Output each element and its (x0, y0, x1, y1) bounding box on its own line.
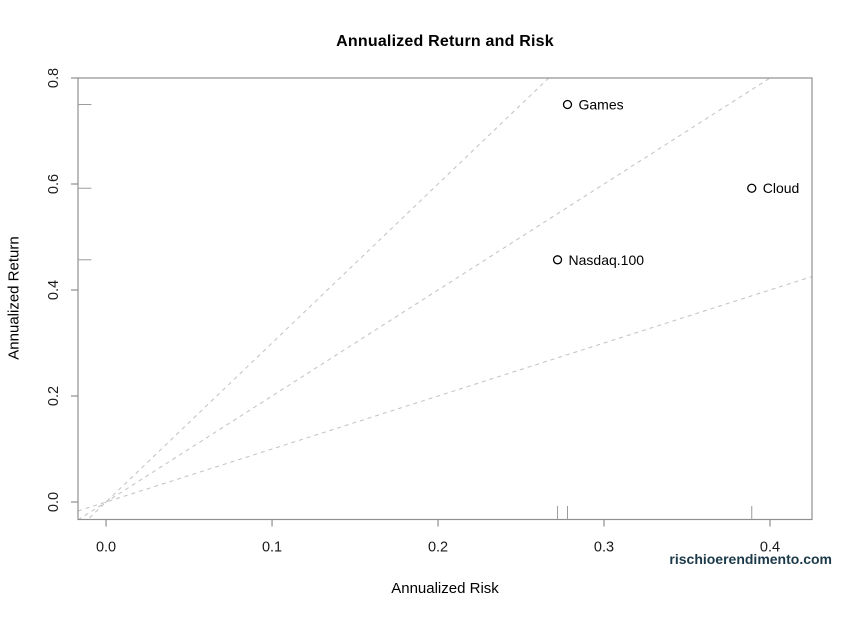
y-tick-label: 0.6 (46, 174, 62, 194)
reference-line-slope-1 (78, 276, 812, 512)
x-axis-title: Annualized Risk (391, 580, 499, 597)
y-tick-label: 0.2 (46, 386, 62, 406)
plot-border (77, 77, 813, 521)
point-label-games: Games (578, 97, 623, 113)
data-point-nasdaq-100 (552, 255, 563, 265)
point-label-cloud: Cloud (763, 180, 800, 196)
x-tick-label: 0.0 (96, 540, 116, 556)
x-tick-label: 0.4 (760, 540, 780, 556)
y-tick-label: 0.8 (46, 68, 62, 88)
y-axis-title: Annualized Return (5, 236, 23, 360)
point-label-nasdaq-100: Nasdaq.100 (569, 252, 645, 268)
watermark-text: rischioerendimento.com (669, 551, 832, 567)
reference-line-slope-3 (86, 78, 550, 520)
data-point-cloud (747, 183, 757, 193)
y-tick-label: 0.4 (46, 280, 62, 300)
data-point-games (562, 99, 573, 110)
x-tick-label: 0.3 (594, 540, 614, 556)
y-tick-label: 0.0 (46, 492, 62, 512)
chart-title: Annualized Return and Risk (336, 33, 554, 50)
x-tick-label: 0.1 (262, 540, 282, 556)
reference-line-slope-2 (78, 78, 772, 520)
x-tick-label: 0.2 (428, 540, 448, 556)
